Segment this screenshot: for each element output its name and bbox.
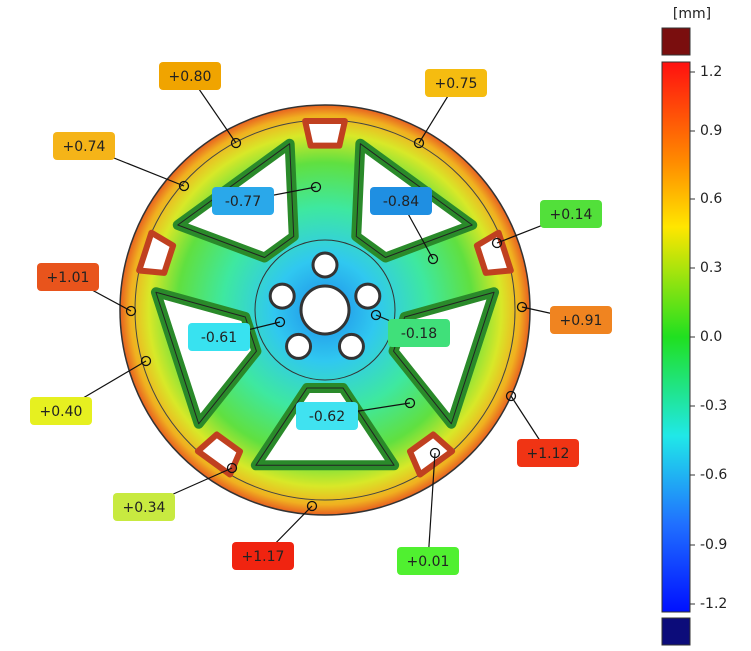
scale-tick-label: -1.2 bbox=[700, 596, 727, 612]
probe-point bbox=[413, 137, 425, 149]
lug-hole bbox=[337, 332, 365, 360]
lug-hole bbox=[268, 282, 296, 310]
callout-label: +1.01 bbox=[47, 270, 90, 286]
callout-box bbox=[370, 187, 432, 215]
probe-point bbox=[516, 301, 528, 313]
unit-label: [mm] bbox=[673, 6, 711, 22]
callout-box bbox=[296, 402, 358, 430]
scale-tick-label: 0.0 bbox=[700, 329, 722, 345]
callout-label: +0.80 bbox=[169, 69, 212, 85]
callout-label: +0.91 bbox=[560, 313, 603, 329]
scale-tick-label: 0.3 bbox=[700, 260, 722, 276]
wheel-slot bbox=[136, 229, 177, 276]
callout-label: +0.14 bbox=[550, 207, 593, 223]
scale-tick-label: 0.9 bbox=[700, 123, 722, 139]
callout-box bbox=[159, 62, 221, 90]
probe-point bbox=[230, 137, 242, 149]
probe-point bbox=[125, 305, 137, 317]
callout-label: -0.18 bbox=[401, 326, 437, 342]
callout-box bbox=[113, 493, 175, 521]
callout-box bbox=[517, 439, 579, 467]
under-range-box bbox=[661, 617, 691, 646]
lug-hole bbox=[285, 332, 313, 360]
scale-tick-label: -0.9 bbox=[700, 537, 727, 553]
callout-label: -0.62 bbox=[309, 409, 345, 425]
probe-point bbox=[404, 397, 416, 409]
over-range-box bbox=[661, 27, 691, 56]
scale-tick-label: -0.3 bbox=[700, 398, 727, 414]
color-bar bbox=[661, 61, 691, 613]
callout-label: +0.34 bbox=[123, 500, 166, 516]
callout-box bbox=[212, 187, 274, 215]
callout-box bbox=[540, 200, 602, 228]
callout-box bbox=[188, 323, 250, 351]
callout-label: +0.40 bbox=[40, 404, 83, 420]
callout-box bbox=[37, 263, 99, 291]
window-outline bbox=[177, 143, 295, 259]
probe-point bbox=[178, 180, 190, 192]
window-outline bbox=[255, 387, 395, 466]
probe-point bbox=[274, 316, 286, 328]
scale-tick-label: 0.6 bbox=[700, 191, 722, 207]
callout-box bbox=[425, 69, 487, 97]
lug-hole bbox=[311, 251, 339, 279]
wheel-slot bbox=[302, 118, 348, 149]
lug-hole bbox=[354, 282, 382, 310]
callout-label: +1.17 bbox=[242, 549, 285, 565]
callout-box bbox=[550, 306, 612, 334]
probe-point bbox=[427, 253, 439, 265]
scale-tick-label: 1.2 bbox=[700, 64, 722, 80]
callout-label: -0.84 bbox=[383, 194, 419, 210]
callout-label: +0.74 bbox=[63, 139, 106, 155]
callout-label: -0.61 bbox=[201, 330, 237, 346]
center-bore bbox=[299, 284, 351, 336]
callout-label: +0.01 bbox=[407, 554, 450, 570]
window-outline bbox=[355, 143, 473, 259]
probe-point bbox=[370, 309, 382, 321]
wheel-slot bbox=[473, 229, 514, 276]
callout-box bbox=[388, 319, 450, 347]
leader-line bbox=[427, 452, 436, 562]
probe-point bbox=[310, 181, 322, 193]
probe-point bbox=[429, 447, 441, 459]
callout-box bbox=[397, 547, 459, 575]
callout-box bbox=[232, 542, 294, 570]
callout-label: +1.12 bbox=[527, 446, 570, 462]
scale-tick-label: -0.6 bbox=[700, 467, 727, 483]
callout-box bbox=[53, 132, 115, 160]
probe-point bbox=[306, 500, 318, 512]
callout-label: -0.77 bbox=[225, 194, 261, 210]
wheel bbox=[119, 104, 531, 516]
hub bbox=[254, 239, 396, 381]
probe-point bbox=[505, 390, 517, 402]
probe-point bbox=[226, 462, 238, 474]
probe-point bbox=[491, 237, 503, 249]
callout-label: +0.75 bbox=[435, 76, 478, 92]
callout-box bbox=[30, 397, 92, 425]
probe-point bbox=[140, 355, 152, 367]
